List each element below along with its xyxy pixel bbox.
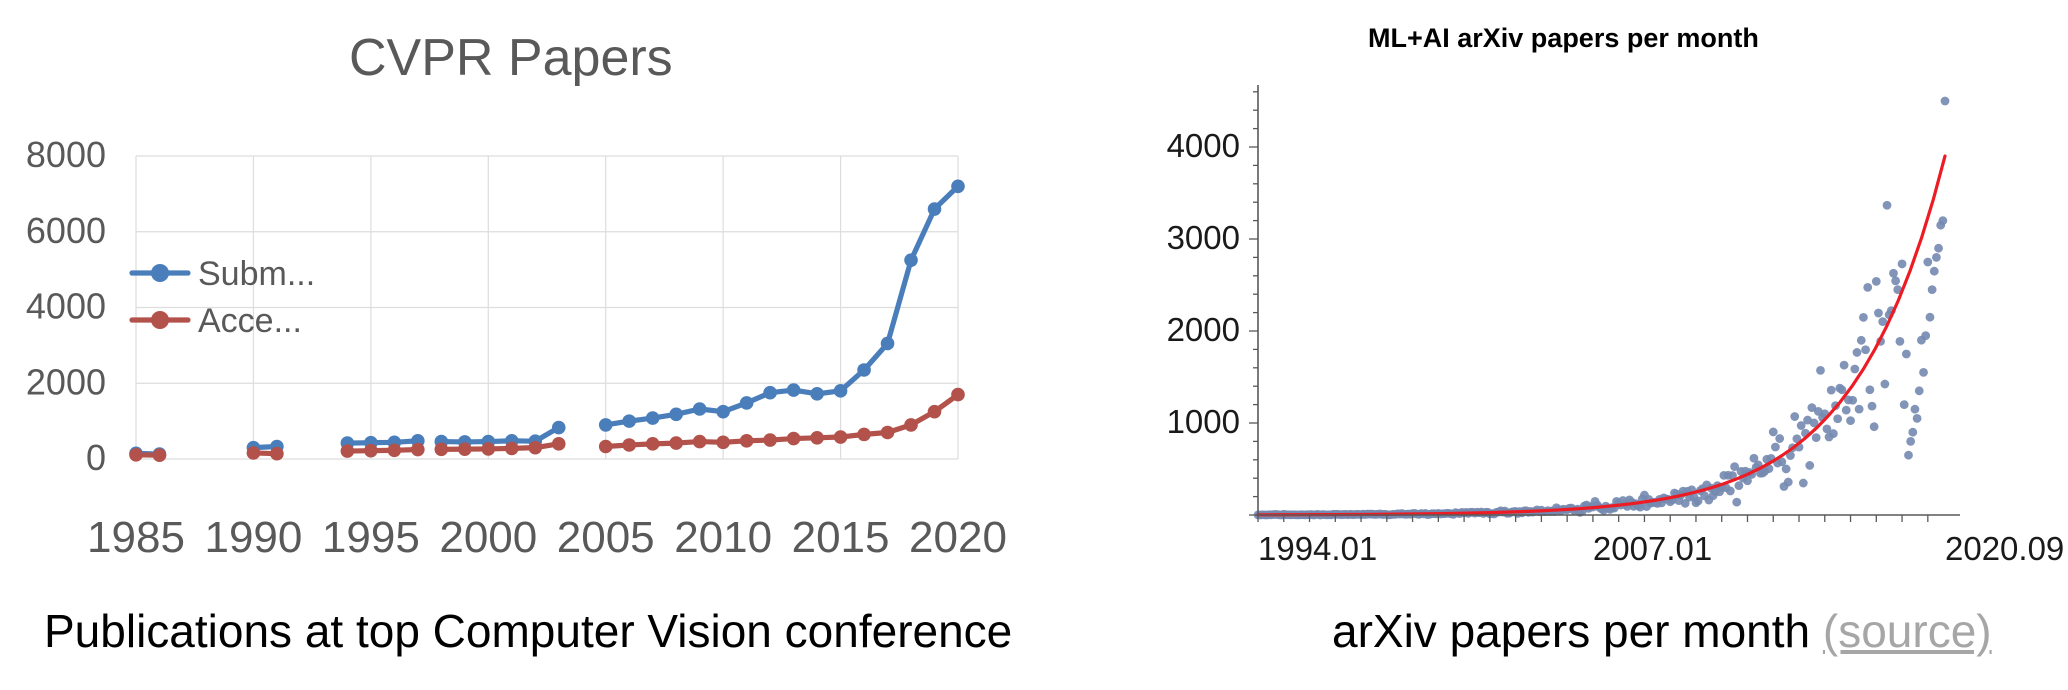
svg-text:1994.01: 1994.01 — [1258, 530, 1377, 567]
svg-text:2000: 2000 — [439, 513, 537, 562]
svg-text:2020.09: 2020.09 — [1945, 530, 2064, 567]
svg-text:2007.01: 2007.01 — [1593, 530, 1712, 567]
svg-text:4000: 4000 — [1167, 127, 1240, 164]
svg-text:2010: 2010 — [674, 513, 772, 562]
svg-text:0: 0 — [86, 437, 106, 478]
svg-text:2005: 2005 — [557, 513, 655, 562]
svg-text:Acce...: Acce... — [198, 302, 302, 340]
svg-text:4000: 4000 — [26, 286, 106, 327]
svg-text:2000: 2000 — [26, 361, 106, 402]
svg-text:1000: 1000 — [1167, 403, 1240, 440]
svg-text:2015: 2015 — [792, 513, 890, 562]
svg-text:6000: 6000 — [26, 210, 106, 251]
svg-text:1985: 1985 — [87, 513, 185, 562]
svg-text:2020: 2020 — [909, 513, 1007, 562]
svg-text:1995: 1995 — [322, 513, 420, 562]
svg-text:1990: 1990 — [204, 513, 302, 562]
svg-text:8000: 8000 — [26, 134, 106, 175]
svg-text:Subm...: Subm... — [198, 255, 315, 293]
svg-text:3000: 3000 — [1167, 219, 1240, 256]
svg-text:2000: 2000 — [1167, 311, 1240, 348]
